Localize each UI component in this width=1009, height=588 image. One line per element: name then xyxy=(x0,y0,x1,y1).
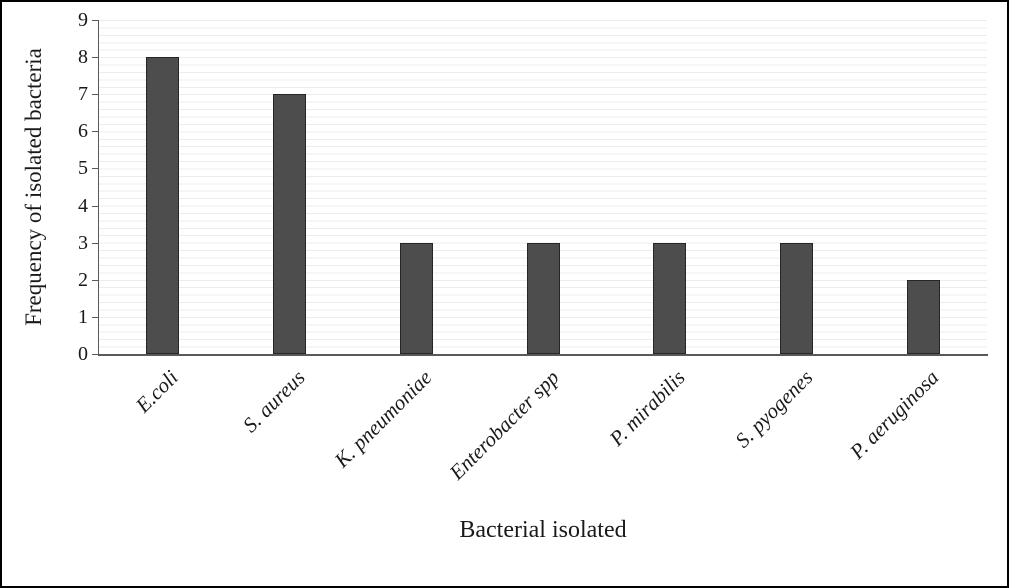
x-tick-label: P. mirabilis xyxy=(604,365,691,451)
bar-p-aeruginosa xyxy=(907,279,941,354)
y-tick-label: 4 xyxy=(78,194,88,217)
bar-s-aureus xyxy=(272,94,306,354)
y-axis-line xyxy=(98,20,99,355)
bar-e-coli xyxy=(145,57,179,354)
y-tick-mark xyxy=(92,279,99,281)
y-tick-mark xyxy=(92,20,99,21)
x-axis-line xyxy=(98,354,988,356)
y-tick-label: 6 xyxy=(78,120,88,143)
x-tick-label: Enterobacter spp xyxy=(444,365,564,485)
y-tick-mark xyxy=(92,168,99,170)
y-tick-mark xyxy=(92,57,99,59)
bar-enterobacter-spp xyxy=(526,242,560,354)
y-tick-label: 0 xyxy=(78,343,88,365)
x-axis-title: Bacterial isolated xyxy=(459,517,627,543)
y-tick-mark xyxy=(92,316,99,318)
x-tick-label: K. pneumoniae xyxy=(329,365,437,473)
y-tick-mark xyxy=(92,242,99,244)
y-tick-label: 5 xyxy=(78,157,88,180)
y-axis-title: Frequency of isolated bacteria xyxy=(21,48,46,326)
x-tick-label: P. aeruginosa xyxy=(845,365,944,464)
y-tick-label: 3 xyxy=(78,231,88,254)
bar-s-pyogenes xyxy=(780,242,814,354)
y-tick-label: 1 xyxy=(78,305,88,328)
y-tick-label: 7 xyxy=(78,83,88,106)
y-tick-mark xyxy=(92,205,99,207)
y-tick-label: 8 xyxy=(78,46,88,69)
x-tick-label: S. pyogenes xyxy=(729,365,817,453)
x-tick-label: S. aureus xyxy=(237,365,310,437)
bar-k-pneumoniae xyxy=(399,242,433,354)
y-tick-label: 9 xyxy=(78,9,88,31)
y-tick-label: 2 xyxy=(78,268,88,291)
y-tick-mark xyxy=(92,354,99,355)
y-tick-mark xyxy=(92,94,99,96)
x-tick-label: E.coli xyxy=(130,365,183,418)
y-tick-mark xyxy=(92,131,99,133)
bar-p-mirabilis xyxy=(653,242,687,354)
